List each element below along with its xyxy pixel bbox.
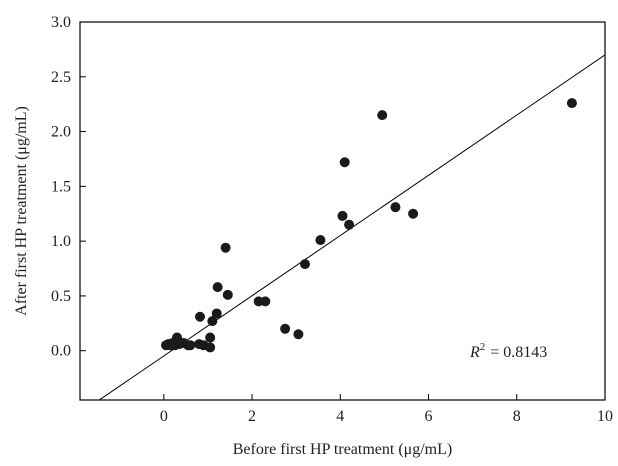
data-point [408, 208, 419, 219]
data-point [205, 332, 216, 343]
data-point [185, 340, 196, 351]
x-tick-label: 10 [597, 408, 613, 425]
data-point [222, 289, 233, 300]
x-tick-label: 2 [248, 408, 256, 425]
data-point [211, 308, 222, 319]
data-point [315, 235, 326, 246]
data-point [212, 282, 223, 293]
regression-line [98, 54, 605, 400]
data-point [195, 311, 205, 322]
y-tick-label: 2.5 [51, 69, 71, 86]
y-tick-label: 1.5 [51, 178, 71, 195]
data-point [566, 98, 577, 109]
r-squared-value: = 0.8143 [490, 344, 547, 361]
y-axis-title: After first HP treatment (μg/mL) [13, 106, 30, 316]
data-point [390, 202, 401, 213]
plot-content [98, 54, 605, 400]
y-tick-label: 3.0 [51, 14, 71, 31]
data-point [220, 242, 231, 253]
data-point [377, 110, 388, 121]
x-tick-label: 6 [425, 408, 433, 425]
data-point [339, 157, 350, 168]
y-axis-ticks: 0.0 0.5 1.0 1.5 2.0 2.5 3.0 [51, 14, 86, 360]
data-point [344, 219, 355, 230]
plot-frame [79, 21, 606, 401]
y-tick-label: 0.0 [51, 343, 71, 360]
data-point [260, 296, 271, 307]
y-tick-label: 0.5 [51, 288, 71, 305]
y-tick-label: 1.0 [51, 233, 71, 250]
data-point [337, 210, 348, 221]
x-tick-label: 0 [160, 408, 168, 425]
data-point [300, 259, 310, 270]
r-exponent: 2 [480, 341, 486, 353]
y-tick-label: 2.0 [51, 124, 71, 141]
data-point [280, 323, 291, 334]
x-tick-label: 4 [336, 408, 344, 425]
x-tick-label: 8 [513, 408, 521, 425]
data-point [207, 316, 218, 327]
data-point [293, 329, 304, 340]
x-axis-title: Before first HP treatment (μg/mL) [233, 441, 452, 458]
r-squared-annotation: R2 = 0.8143 [469, 341, 547, 361]
data-point [205, 342, 216, 353]
x-axis-ticks: 0 2 4 6 8 10 [160, 394, 613, 425]
r-symbol: R [469, 344, 480, 361]
